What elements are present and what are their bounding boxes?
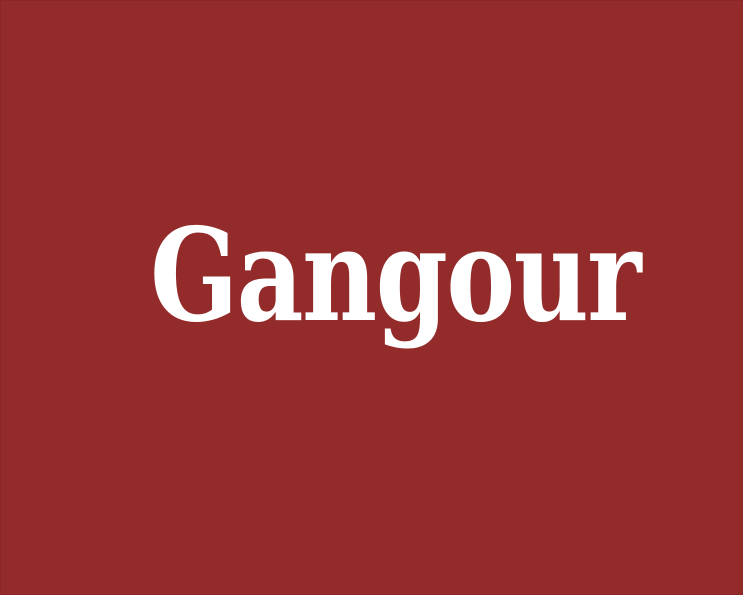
brand-wordmark: Gangour [150,201,645,351]
brand-wordmark-text: Gangour [150,201,643,351]
